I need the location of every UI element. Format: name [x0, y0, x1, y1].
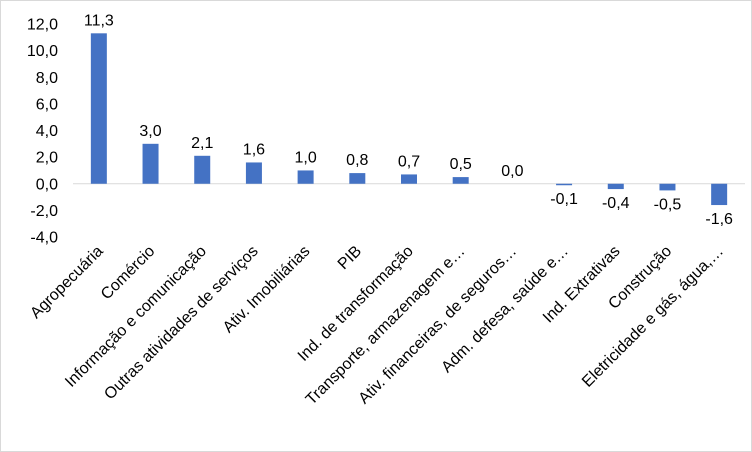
bar — [297, 170, 314, 184]
data-label: 0,5 — [450, 156, 472, 173]
data-label: -0,1 — [550, 191, 578, 208]
bar — [401, 174, 417, 184]
data-label: 1,0 — [294, 149, 316, 166]
y-tick-label: 6,0 — [36, 96, 58, 113]
data-label: -1,6 — [705, 211, 733, 228]
y-tick-label: 2,0 — [36, 150, 58, 167]
bar — [90, 33, 107, 184]
data-label: 3,0 — [139, 123, 161, 140]
y-tick-label: -4,0 — [30, 230, 58, 247]
data-label: 11,3 — [84, 12, 114, 29]
bar — [556, 183, 573, 186]
y-tick-label: 8,0 — [36, 70, 58, 87]
data-label: 2,1 — [191, 135, 213, 152]
y-tick-label: 12,0 — [27, 17, 58, 34]
y-tick-label: 0,0 — [36, 176, 58, 193]
bar — [245, 162, 262, 184]
category-label: Ativ. Imobiliárias — [220, 243, 314, 337]
y-tick-label: 4,0 — [36, 123, 58, 140]
data-label: 0,0 — [501, 163, 523, 180]
data-label: 1,6 — [243, 141, 265, 158]
bar — [142, 143, 159, 184]
data-label: 0,8 — [346, 152, 368, 169]
data-label: -0,4 — [602, 195, 630, 212]
bar — [452, 177, 469, 184]
bar — [659, 183, 676, 191]
category-label: PIB — [335, 243, 365, 273]
bar — [194, 155, 211, 184]
data-label: -0,5 — [654, 196, 682, 213]
y-tick-label: 10,0 — [27, 43, 58, 60]
bar — [349, 173, 366, 184]
bar — [711, 183, 728, 206]
bar — [607, 183, 624, 190]
data-label: 0,7 — [398, 153, 420, 170]
category-label: Agropecuária — [27, 243, 106, 322]
y-tick-label: -2,0 — [30, 203, 58, 220]
